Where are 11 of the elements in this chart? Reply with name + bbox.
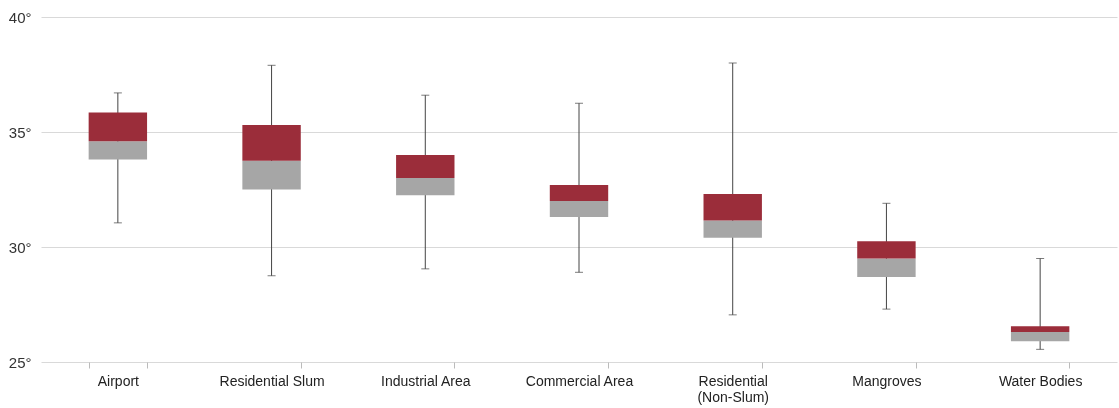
x-tick-label: Industrial Area bbox=[381, 372, 471, 389]
x-tick-label: Commercial Area bbox=[525, 372, 634, 389]
x-tick-label: Residential (Non-Slum) bbox=[697, 372, 769, 405]
x-tick-label: Mangroves bbox=[852, 372, 922, 389]
x-tick-label: Water Bodies bbox=[998, 372, 1083, 389]
y-tick-label: 25° bbox=[8, 353, 32, 371]
y-tick-label: 40° bbox=[8, 8, 32, 26]
x-tick-label: Residential Slum bbox=[219, 372, 325, 389]
x-tick-label: Airport bbox=[97, 372, 140, 389]
y-tick-label: 30° bbox=[8, 238, 32, 256]
y-tick-label: 35° bbox=[8, 123, 32, 141]
